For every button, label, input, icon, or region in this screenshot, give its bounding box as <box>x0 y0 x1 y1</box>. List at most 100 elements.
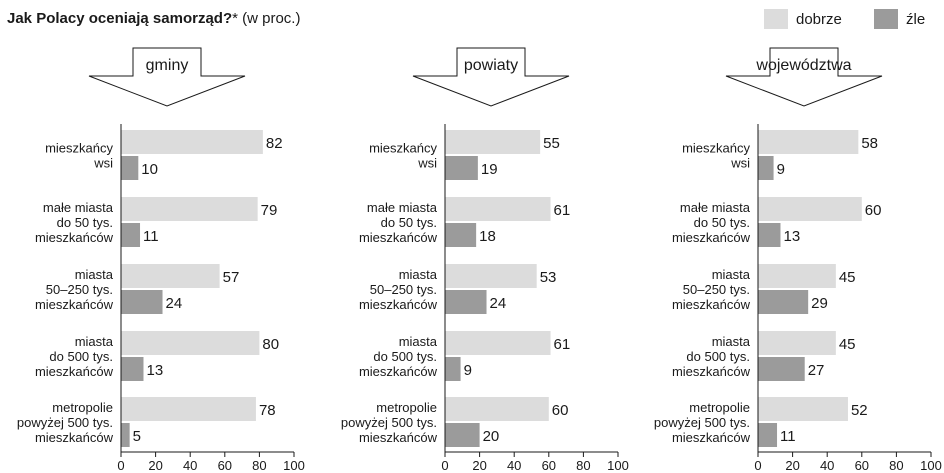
x-tick-label-wojewodztwa-1: 20 <box>785 458 799 473</box>
category-label-powiaty-0-1: wsi <box>417 156 437 171</box>
bar-zle-powiaty-0 <box>445 156 478 180</box>
value-label-dobrze-powiaty-0: 55 <box>543 135 560 152</box>
bar-dobrze-wojewodztwa-0 <box>758 130 859 154</box>
value-label-dobrze-powiaty-2: 53 <box>540 269 557 286</box>
category-label-gminy-4-1: powyżej 500 tys. <box>17 415 113 430</box>
bar-zle-wojewodztwa-0 <box>758 156 774 180</box>
bar-zle-powiaty-4 <box>445 423 480 447</box>
category-label-gminy-1-0: małe miasta <box>43 200 114 215</box>
category-label-powiaty-2-1: 50–250 tys. <box>370 282 437 297</box>
category-label-powiaty-0-0: mieszkańcy <box>369 141 437 156</box>
bar-zle-wojewodztwa-1 <box>758 223 781 247</box>
x-tick-label-gminy-1: 20 <box>148 458 162 473</box>
value-label-zle-powiaty-0: 19 <box>481 161 498 178</box>
bar-dobrze-powiaty-0 <box>445 130 541 154</box>
header-label-gminy: gminy <box>146 57 189 74</box>
chart-title-main: Jak Polacy oceniają samorząd? <box>7 10 233 27</box>
bar-dobrze-gminy-4 <box>121 397 256 421</box>
bar-dobrze-powiaty-4 <box>445 397 549 421</box>
x-tick-label-gminy-0: 0 <box>117 458 124 473</box>
bar-zle-gminy-2 <box>121 290 163 314</box>
value-label-dobrze-wojewodztwa-0: 58 <box>861 135 878 152</box>
value-label-dobrze-gminy-3: 80 <box>262 336 279 353</box>
x-tick-label-powiaty-2: 40 <box>507 458 521 473</box>
bar-zle-powiaty-3 <box>445 357 461 381</box>
x-tick-label-wojewodztwa-4: 80 <box>889 458 903 473</box>
category-label-powiaty-3-1: do 500 tys. <box>373 349 437 364</box>
header-arrow-powiaty <box>412 47 570 107</box>
category-label-gminy-3-2: mieszkańców <box>35 364 114 379</box>
category-label-gminy-2-0: miasta <box>75 267 114 282</box>
value-label-zle-gminy-2: 24 <box>166 295 183 312</box>
value-label-dobrze-wojewodztwa-4: 52 <box>851 402 868 419</box>
header-arrow-gminy <box>88 47 246 107</box>
category-label-wojewodztwa-4-0: metropolie <box>689 400 750 415</box>
value-label-zle-gminy-1: 11 <box>143 228 159 245</box>
bar-zle-gminy-3 <box>121 357 144 381</box>
category-label-gminy-4-0: metropolie <box>52 400 113 415</box>
chart-title: Jak Polacy oceniają samorząd?* (w proc.) <box>7 10 300 27</box>
bar-dobrze-wojewodztwa-1 <box>758 197 862 221</box>
header-label-powiaty: powiaty <box>464 57 518 74</box>
x-tick-label-wojewodztwa-3: 60 <box>855 458 869 473</box>
x-tick-label-powiaty-4: 80 <box>576 458 590 473</box>
bar-dobrze-wojewodztwa-2 <box>758 264 836 288</box>
value-label-dobrze-powiaty-1: 61 <box>554 202 571 219</box>
bar-dobrze-gminy-1 <box>121 197 258 221</box>
category-label-wojewodztwa-4-2: mieszkańców <box>672 430 751 445</box>
category-label-powiaty-1-1: do 50 tys. <box>381 215 437 230</box>
category-label-powiaty-4-0: metropolie <box>376 400 437 415</box>
bar-zle-wojewodztwa-2 <box>758 290 809 314</box>
x-tick-label-gminy-2: 40 <box>183 458 197 473</box>
category-label-powiaty-3-2: mieszkańców <box>359 364 438 379</box>
category-label-powiaty-1-0: małe miasta <box>367 200 438 215</box>
value-label-zle-powiaty-1: 18 <box>479 228 496 245</box>
bar-dobrze-wojewodztwa-4 <box>758 397 848 421</box>
category-label-wojewodztwa-3-2: mieszkańców <box>672 364 751 379</box>
legend-item-dobrze: dobrze <box>764 9 842 29</box>
value-label-zle-wojewodztwa-0: 9 <box>777 161 785 178</box>
value-label-zle-wojewodztwa-1: 13 <box>783 228 800 245</box>
category-label-wojewodztwa-3-0: miasta <box>712 334 751 349</box>
x-tick-label-powiaty-1: 20 <box>472 458 486 473</box>
header-arrow-wojewodztwa <box>725 47 883 107</box>
legend: dobrze źle <box>0 9 944 31</box>
bar-dobrze-powiaty-3 <box>445 331 551 355</box>
value-label-dobrze-powiaty-4: 60 <box>552 402 569 419</box>
legend-label-zle: źle <box>906 10 926 28</box>
category-label-gminy-4-2: mieszkańców <box>35 430 114 445</box>
legend-item-zle: źle <box>874 9 925 29</box>
category-label-wojewodztwa-0-0: mieszkańcy <box>682 141 750 156</box>
value-label-dobrze-gminy-2: 57 <box>223 269 240 286</box>
category-label-wojewodztwa-1-0: małe miasta <box>680 200 751 215</box>
value-label-zle-gminy-0: 10 <box>141 161 158 178</box>
category-label-gminy-3-0: miasta <box>75 334 114 349</box>
category-label-powiaty-1-2: mieszkańców <box>359 230 438 245</box>
category-label-wojewodztwa-4-1: powyżej 500 tys. <box>654 415 750 430</box>
x-tick-label-wojewodztwa-5: 100 <box>920 458 942 473</box>
bar-zle-wojewodztwa-4 <box>758 423 778 447</box>
value-label-zle-gminy-3: 13 <box>146 362 163 379</box>
category-label-wojewodztwa-2-0: miasta <box>712 267 751 282</box>
category-label-wojewodztwa-0-1: wsi <box>730 156 750 171</box>
x-tick-label-gminy-3: 60 <box>218 458 232 473</box>
bar-zle-powiaty-1 <box>445 223 477 247</box>
category-label-wojewodztwa-1-2: mieszkańców <box>672 230 751 245</box>
value-label-zle-powiaty-2: 24 <box>490 295 507 312</box>
legend-label-dobrze: dobrze <box>796 10 842 28</box>
x-tick-label-powiaty-0: 0 <box>441 458 448 473</box>
value-label-dobrze-wojewodztwa-3: 45 <box>839 336 856 353</box>
category-label-wojewodztwa-1-1: do 50 tys. <box>694 215 750 230</box>
value-label-dobrze-gminy-0: 82 <box>266 135 283 152</box>
value-label-dobrze-powiaty-3: 61 <box>554 336 571 353</box>
category-label-wojewodztwa-2-2: mieszkańców <box>672 297 751 312</box>
value-label-dobrze-gminy-1: 79 <box>261 202 278 219</box>
value-label-zle-wojewodztwa-3: 27 <box>808 362 825 379</box>
x-tick-label-gminy-5: 100 <box>283 458 305 473</box>
category-label-gminy-1-1: do 50 tys. <box>57 215 113 230</box>
bar-zle-gminy-0 <box>121 156 139 180</box>
category-label-powiaty-4-1: powyżej 500 tys. <box>341 415 437 430</box>
value-label-dobrze-wojewodztwa-2: 45 <box>839 269 856 286</box>
x-tick-label-gminy-4: 80 <box>252 458 266 473</box>
